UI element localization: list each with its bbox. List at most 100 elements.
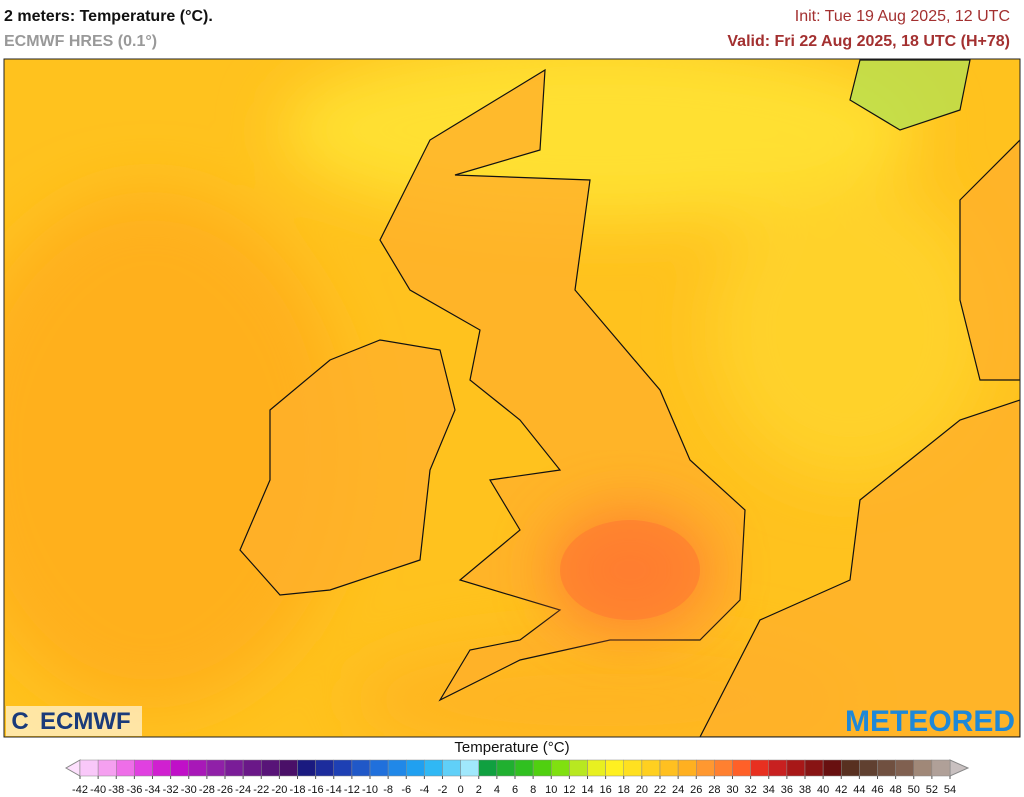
ecmwf-icon: C	[11, 708, 28, 735]
colorbar-tick-label: 30	[726, 784, 738, 796]
colorbar-swatch	[659, 759, 679, 777]
colorbar-tick-label: 32	[745, 784, 757, 796]
colorbar-tick-label: 26	[690, 784, 702, 796]
ecmwf-logo: ECMWF	[40, 708, 131, 735]
colorbar-swatch	[859, 759, 878, 777]
colorbar-swatch	[406, 759, 425, 777]
colorbar-tick-label: -26	[217, 784, 233, 796]
colorbar-tick-label: 28	[708, 784, 720, 796]
colorbar-swatch	[116, 759, 135, 777]
colorbar-swatch	[623, 759, 643, 777]
colorbar-tick-label: 6	[512, 784, 518, 796]
colorbar-tick-label: -40	[90, 784, 106, 796]
colorbar-tick-label: -30	[181, 784, 197, 796]
colorbar-tick-label: 50	[908, 784, 920, 796]
colorbar-tick-label: 46	[871, 784, 883, 796]
colorbar-tick-label: -18	[290, 784, 306, 796]
colorbar-tick-label: 44	[853, 784, 865, 796]
colorbar-swatch	[369, 759, 389, 777]
colorbar-swatch	[768, 759, 788, 777]
colorbar-swatch	[79, 759, 99, 777]
colorbar-tick-label: 0	[458, 784, 464, 796]
colorbar-tick-label: -12	[344, 784, 360, 796]
colorbar-swatch	[496, 759, 516, 777]
colorbar-tick-label: 40	[817, 784, 829, 796]
colorbar-swatch	[478, 759, 498, 777]
colorbar-swatch	[822, 759, 842, 777]
colorbar-tick-label: -14	[326, 784, 342, 796]
colorbar-tick-label: 8	[530, 784, 536, 796]
colorbar-swatch	[677, 759, 697, 777]
colorbar-tick-label: 42	[835, 784, 847, 796]
colorbar-swatch	[442, 759, 461, 777]
colorbar-swatch	[931, 759, 951, 777]
colorbar-swatch	[206, 759, 226, 777]
model: ECMWF HRES (0.1°)	[4, 33, 158, 50]
colorbar-swatch	[877, 759, 896, 777]
colorbar-tick-label: 54	[944, 784, 956, 796]
colorbar-tick-label: 10	[545, 784, 557, 796]
colorbar-tick-label: -38	[108, 784, 124, 796]
colorbar-tick-label: -32	[163, 784, 179, 796]
colorbar-tick-label: -24	[235, 784, 251, 796]
colorbar-arrow-high	[949, 759, 970, 777]
colorbar-swatch	[786, 759, 806, 777]
colorbar-swatch	[605, 759, 624, 777]
colorbar-tick-label: 20	[636, 784, 648, 796]
colorbar-swatch	[188, 759, 208, 777]
colorbar-tick-label: 36	[781, 784, 793, 796]
colorbar: -42 -40 -38 -36 -34 -32 -30 -28 -26 -24 -22 -20 -18-…	[64, 759, 970, 796]
colorbar-tick-label: 18	[618, 784, 630, 796]
colorbar-swatch	[134, 759, 153, 777]
colorbar-swatch	[732, 759, 751, 777]
colorbar-swatch	[841, 759, 860, 777]
colorbar-tick-label: -34	[145, 784, 161, 796]
title: 2 meters: Temperature (°C).	[4, 8, 213, 25]
colorbar-tick-label: 12	[563, 784, 575, 796]
colorbar-swatch	[224, 759, 244, 777]
colorbar-tick-label: -10	[362, 784, 378, 796]
meteored-logo: METEORED	[845, 705, 1015, 738]
colorbar-swatch	[261, 759, 280, 777]
colorbar-tick-label: 22	[654, 784, 666, 796]
colorbar-tick-label: 38	[799, 784, 811, 796]
colorbar-tick-label: -4	[419, 784, 429, 796]
colorbar-tick-label: -20	[271, 784, 287, 796]
colorbar-tick-label: -22	[253, 784, 269, 796]
colorbar-swatch	[750, 759, 769, 777]
colorbar-tick-label: -36	[126, 784, 142, 796]
colorbar-swatch	[587, 759, 606, 777]
colorbar-swatch	[804, 759, 824, 777]
colorbar-swatch	[315, 759, 334, 777]
colorbar-swatch	[714, 759, 733, 777]
valid-time: Valid: Fri 22 Aug 2025, 18 UTC (H+78)	[727, 33, 1010, 50]
colorbar-swatch	[279, 759, 298, 777]
colorbar-tick-label: -2	[438, 784, 448, 796]
colorbar-tick-label: -16	[308, 784, 324, 796]
init-time: Init: Tue 19 Aug 2025, 12 UTC	[794, 8, 1010, 25]
colorbar-swatch	[333, 759, 353, 777]
colorbar-tick-label: -42	[72, 784, 88, 796]
colorbar-tick-label: 24	[672, 784, 684, 796]
colorbar-tick-label: -28	[199, 784, 215, 796]
colorbar-swatch	[913, 759, 933, 777]
colorbar-tick-label: 4	[494, 784, 500, 796]
legend-title: Temperature (°C)	[454, 739, 569, 756]
colorbar-swatch	[569, 759, 588, 777]
colorbar-swatch	[460, 759, 479, 777]
colorbar-swatch	[532, 759, 552, 777]
colorbar-arrow-low	[64, 759, 81, 777]
colorbar-swatch	[297, 759, 316, 777]
colorbar-swatch	[551, 759, 570, 777]
colorbar-tick-label: 34	[763, 784, 775, 796]
colorbar-tick-label: 2	[476, 784, 482, 796]
colorbar-swatch	[351, 759, 371, 777]
colorbar-swatch	[696, 759, 715, 777]
colorbar-swatch	[152, 759, 171, 777]
colorbar-swatch	[641, 759, 661, 777]
colorbar-swatch	[97, 759, 117, 777]
colorbar-tick-label: 48	[890, 784, 902, 796]
colorbar-tick-label: 16	[600, 784, 612, 796]
